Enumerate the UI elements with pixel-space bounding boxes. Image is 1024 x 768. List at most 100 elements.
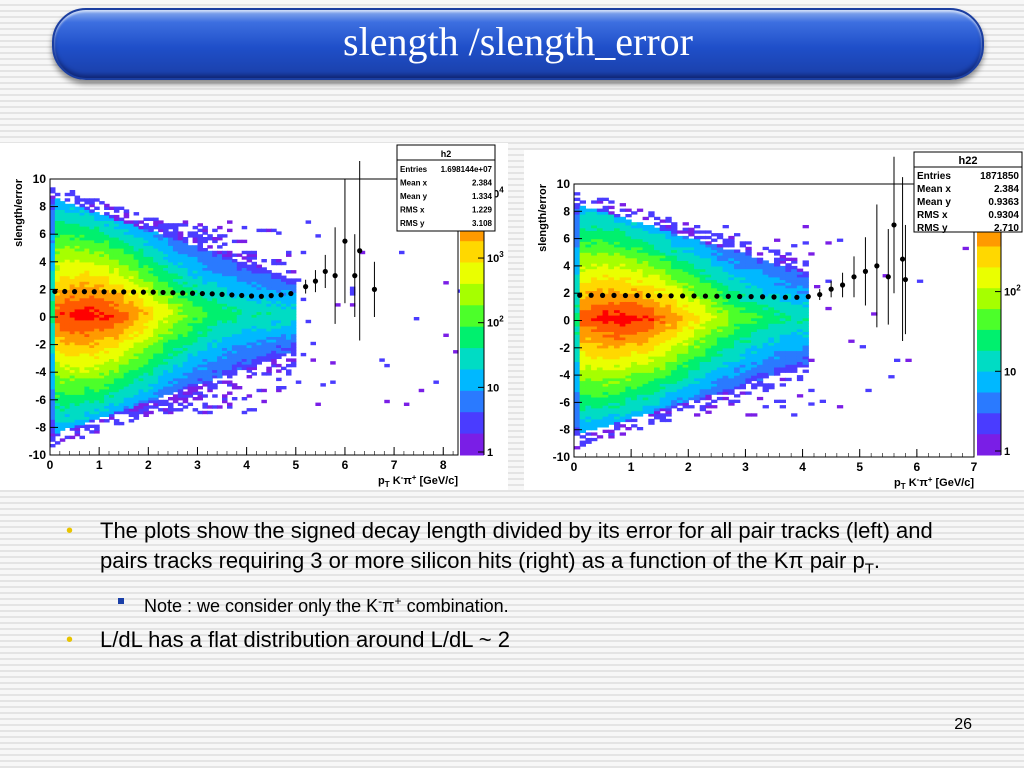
heatmap-cell: [671, 339, 678, 343]
heatmap-cell: [636, 326, 644, 330]
heatmap-cell: [69, 278, 76, 282]
heatmap-cell: [207, 410, 213, 415]
heatmap-cell: [636, 328, 644, 332]
heatmap-cell: [212, 239, 218, 244]
heatmap-cell: [602, 429, 609, 433]
heatmap-cell: [659, 252, 666, 256]
heatmap-cell: [182, 283, 189, 288]
heatmap-cell: [256, 314, 262, 318]
heatmap-cell: [123, 358, 130, 362]
heatmap-cell: [84, 347, 90, 351]
heatmap-cell: [625, 350, 632, 354]
heatmap-cell: [227, 220, 233, 224]
heatmap-cell: [177, 253, 184, 257]
heatmap-cell: [625, 214, 632, 218]
heatmap-cell: [222, 286, 228, 290]
heatmap-cell: [266, 306, 272, 310]
heatmap-cell: [659, 358, 666, 362]
heatmap-cell: [118, 278, 125, 282]
heatmap-cell: [619, 255, 626, 259]
heatmap-cell: [276, 286, 282, 290]
heatmap-cell: [118, 261, 125, 266]
heatmap-cell: [172, 330, 179, 335]
heatmap-cell: [694, 255, 701, 259]
heatmap-cell: [631, 369, 638, 373]
heatmap-cell: [50, 201, 56, 205]
heatmap-cell: [187, 402, 194, 406]
heatmap-cell: [246, 314, 253, 318]
heatmap-cell: [602, 301, 609, 305]
heatmap-cell: [59, 259, 66, 263]
heatmap-cell: [143, 311, 149, 315]
heatmap-cell: [64, 350, 71, 354]
heatmap-cell: [143, 248, 149, 252]
heatmap-cell: [596, 208, 604, 212]
heatmap-cell: [614, 345, 621, 349]
heatmap-cell: [54, 206, 61, 210]
heatmap-cell: [688, 279, 695, 283]
heatmap-cell: [182, 352, 189, 357]
heatmap-cell: [266, 275, 272, 279]
heatmap-cell: [241, 330, 248, 335]
heatmap-cell: [69, 419, 76, 423]
heatmap-cell: [676, 394, 684, 398]
heatmap-cell: [89, 259, 95, 263]
heatmap-cell: [79, 333, 85, 337]
heatmap-cell: [128, 237, 135, 241]
heatmap-cell: [79, 303, 85, 307]
heatmap-cell: [636, 377, 644, 382]
heatmap-cell: [625, 353, 632, 357]
heatmap-cell: [133, 336, 140, 340]
heatmap-cell: [648, 383, 655, 387]
heatmap-cell: [64, 330, 71, 335]
heatmap-cell: [614, 252, 621, 256]
heatmap-cell: [631, 285, 638, 289]
heatmap-cell: [251, 297, 257, 302]
profile-point: [288, 290, 294, 297]
heatmap-cell: [74, 391, 81, 395]
heatmap-cell: [648, 306, 655, 311]
heatmap-cell: [138, 242, 144, 246]
heatmap-cell: [128, 270, 135, 274]
heatmap-cell: [585, 410, 592, 414]
heatmap-cell: [659, 249, 666, 253]
heatmap-cell: [585, 265, 592, 270]
heatmap-cell: [636, 358, 644, 362]
heatmap-cell: [148, 339, 154, 343]
heatmap-cell: [659, 246, 666, 251]
heatmap-cell: [614, 424, 621, 428]
heatmap-cell: [579, 407, 586, 412]
heatmap-cell: [591, 413, 598, 417]
heatmap-cell: [99, 201, 105, 205]
heatmap-cell: [261, 352, 267, 357]
heatmap-cell: [418, 388, 425, 393]
heatmap-cell: [168, 253, 174, 257]
heatmap-cell: [286, 369, 292, 373]
heatmap-cell: [54, 270, 61, 274]
heatmap-cell: [671, 375, 678, 379]
heatmap-cell: [138, 377, 144, 382]
heatmap-cell: [148, 350, 154, 354]
heatmap-cell: [197, 344, 203, 348]
heatmap-cell: [676, 295, 684, 300]
heatmap-cell: [579, 427, 586, 431]
heatmap-cell: [256, 358, 262, 362]
heatmap-cell: [286, 250, 292, 255]
heatmap-cell: [128, 272, 135, 277]
heatmap-cell: [290, 311, 297, 315]
heatmap-cell: [148, 328, 154, 332]
heatmap-cell: [197, 328, 203, 332]
heatmap-cell: [113, 314, 120, 318]
heatmap-cell: [596, 402, 604, 406]
heatmap-cell: [251, 272, 257, 277]
heatmap-cell: [654, 287, 661, 291]
heatmap-cell: [671, 331, 678, 335]
heatmap-cell: [158, 286, 164, 290]
heatmap-cell: [619, 391, 626, 395]
heatmap-cell: [104, 225, 110, 230]
heatmap-cell: [625, 334, 632, 338]
heatmap-cell: [192, 339, 199, 343]
heatmap-cell: [276, 328, 282, 332]
heatmap-cell: [104, 402, 110, 406]
heatmap-cell: [94, 402, 100, 406]
